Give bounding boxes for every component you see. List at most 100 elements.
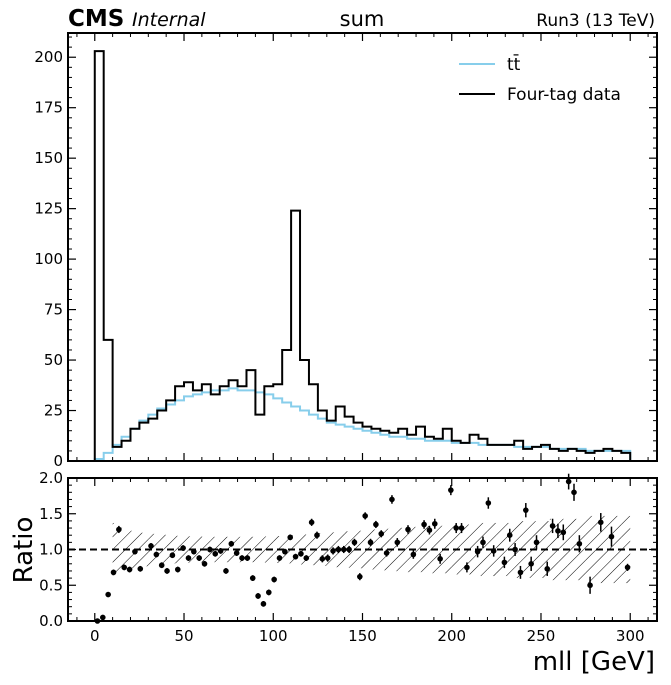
ratio-point [437,555,443,562]
ratio-point [523,507,529,513]
ratio-point [448,487,454,493]
ratio-point [512,546,518,553]
ratio-point [298,550,304,557]
ratio-point [158,562,165,569]
ratio-point [324,555,331,561]
main-histogram-panel: 0 25 50 75 100 125 150 175 200 tt̄ Four-tag data [34,32,658,470]
ratio-point [410,551,417,558]
ratio-point [212,550,219,557]
ratio-band-bin [612,515,622,584]
experiment-label: CMS [68,6,124,32]
ratio-point [105,591,111,598]
ratio-point [228,540,235,547]
ratio-point [137,566,144,572]
ratio-point [565,478,572,485]
ratio-band-bin [184,536,193,563]
main-y-tick-label: 175 [34,99,63,117]
ratio-band-bin [380,528,390,571]
ratio-point [100,614,106,621]
ratio-point [431,520,438,527]
ratio-point [501,559,508,566]
x-axis-title: mll [GeV] [533,647,655,677]
ratio-point [506,532,513,538]
ratio-point [373,521,379,528]
ratio-point [148,543,154,549]
ratio-x-ticks: 0 50 100 150 200 250 300 [76,478,649,645]
main-panel-frame [67,32,658,462]
ratio-point [458,525,465,531]
ratio-x-tick-label: 0 [90,627,100,645]
ratio-point [191,548,197,555]
ratio-point [555,528,561,534]
ratio-point [346,546,352,553]
ratio-point [249,575,256,581]
ratio-x-tick-label: 100 [259,627,288,645]
ratio-point [180,545,186,551]
ratio-band-bin [371,529,381,570]
ratio-band-bin [291,535,301,564]
ratio-point [319,555,326,562]
ratio-band-bin [523,521,533,578]
ratio-band-bin [139,532,149,567]
legend: tt̄ Four-tag data [459,53,621,105]
ratio-point [185,555,192,561]
ratio-x-tick-label: 300 [616,627,645,645]
ratio-point [340,546,347,553]
main-y-tick-label: 25 [44,402,63,420]
ratio-band-bin [237,536,247,563]
ratio-point [110,569,117,576]
ratio-point [116,526,122,533]
ratio-point [367,539,374,546]
ratio-point [217,548,224,554]
ratio-point [464,564,470,571]
ratio-y-axis-title: Ratio [9,517,39,584]
ratio-point [608,533,615,540]
ratio-point [174,566,181,573]
ratio-point [597,519,604,526]
ratio-band-bin [567,518,577,581]
ratio-x-tick-label: 150 [348,627,377,645]
ratio-x-tick-label: 200 [437,627,466,645]
ratio-point [549,523,556,529]
ratio-point [357,573,363,580]
ratio-point [624,564,631,571]
ratio-point [132,548,138,555]
legend-ttbar-label: tt̄ [507,53,521,75]
ratio-band-bin [621,515,631,584]
main-y-tick-label: 100 [34,250,63,268]
ratio-point [335,546,342,553]
main-y-tick-label: 0 [53,452,63,470]
ratio-point [405,526,411,533]
four-tag-data-histogram-line [93,50,632,461]
ratio-point [528,561,534,567]
main-y-tick-label: 150 [34,149,63,167]
ratio-point [330,548,336,554]
ratio-y-tick-label: 2.0 [39,469,63,487]
main-y-tick-label: 50 [44,351,63,369]
ratio-band-bin [433,525,443,574]
ratio-point [533,539,540,546]
ratio-point [303,555,310,561]
ratio-point [362,513,368,519]
ratio-points [94,473,631,624]
ratio-x-tick-label: 50 [174,627,193,645]
ratio-y-tick-label: 0.5 [39,576,63,594]
ratio-point [378,530,385,537]
ratio-point [233,550,240,556]
ratio-point [571,489,577,496]
ratio-point [587,582,593,589]
ratio-point [480,539,486,546]
ratio-band-bin [148,533,158,566]
ratio-point [517,569,524,576]
ratio-point [207,546,213,553]
ratio-point [282,548,288,555]
ratio-point [560,529,567,536]
ratio-band-bin [514,521,524,578]
ratio-band-bin [192,536,202,563]
ratio-point [421,521,427,528]
legend-data-label: Four-tag data [507,85,621,105]
ratio-y-tick-label: 1.0 [39,541,63,559]
plot-title: sum [340,7,385,31]
ratio-point [351,539,358,546]
